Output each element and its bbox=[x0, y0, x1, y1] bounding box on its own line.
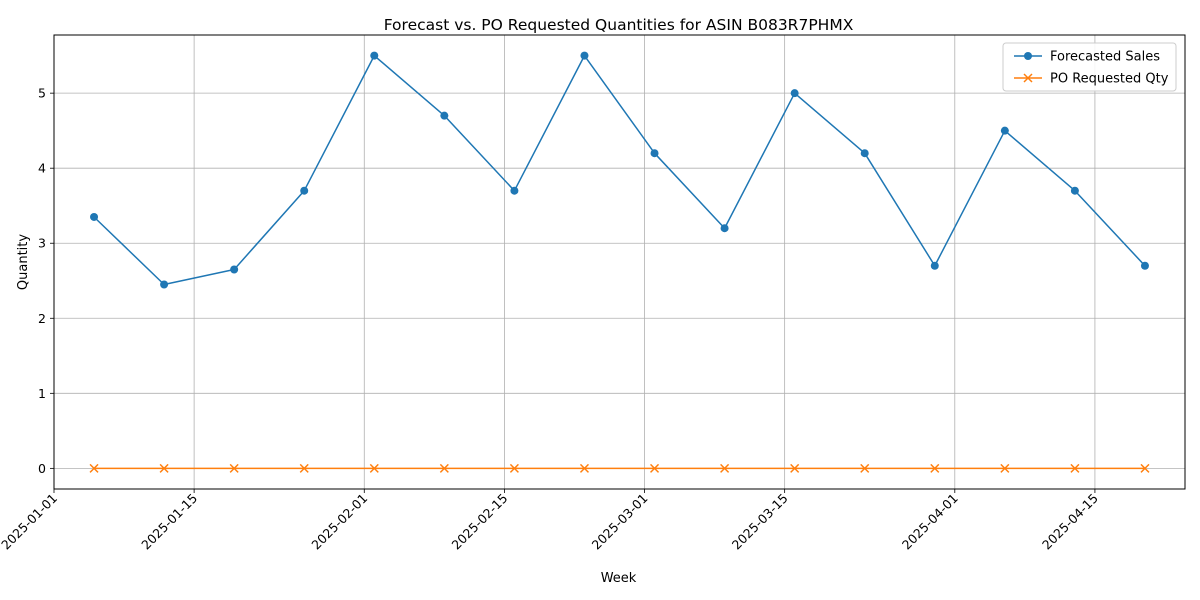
data-point-po-requested-qty bbox=[1070, 463, 1080, 473]
legend: Forecasted Sales PO Requested Qty bbox=[1002, 42, 1177, 92]
data-point-forecasted-sales bbox=[160, 280, 169, 289]
data-point-po-requested-qty bbox=[650, 463, 660, 473]
x-axis-label: Week bbox=[601, 571, 637, 586]
data-point-po-requested-qty bbox=[1140, 463, 1150, 473]
legend-label-forecasted-sales: Forecasted Sales bbox=[1050, 50, 1160, 65]
legend-box bbox=[1002, 42, 1177, 92]
data-point-po-requested-qty bbox=[860, 463, 870, 473]
data-point-po-requested-qty bbox=[720, 463, 730, 473]
data-point-forecasted-sales bbox=[860, 149, 869, 158]
y-axis-label: Quantity bbox=[16, 234, 31, 290]
data-point-po-requested-qty bbox=[229, 463, 239, 473]
y-tick-label: 3 bbox=[38, 236, 46, 251]
series-po-requested-qty bbox=[89, 463, 1150, 473]
data-point-po-requested-qty bbox=[509, 463, 519, 473]
y-tick-label: 4 bbox=[38, 161, 46, 176]
data-point-forecasted-sales bbox=[720, 224, 729, 233]
data-point-forecasted-sales bbox=[1070, 186, 1079, 195]
data-point-forecasted-sales bbox=[930, 261, 939, 270]
legend-label-po-requested-qty: PO Requested Qty bbox=[1050, 72, 1169, 87]
data-point-po-requested-qty bbox=[1000, 463, 1010, 473]
data-point-forecasted-sales bbox=[1000, 126, 1009, 135]
data-point-forecasted-sales bbox=[440, 111, 449, 120]
data-point-forecasted-sales bbox=[650, 149, 659, 158]
data-point-forecasted-sales bbox=[580, 51, 589, 60]
data-point-po-requested-qty bbox=[299, 463, 309, 473]
y-tick-label: 1 bbox=[38, 386, 46, 401]
data-point-po-requested-qty bbox=[159, 463, 169, 473]
data-point-po-requested-qty bbox=[89, 463, 99, 473]
legend-marker-po-requested-qty bbox=[1023, 73, 1033, 83]
y-tick-label: 5 bbox=[38, 86, 46, 101]
series-layer bbox=[89, 51, 1150, 473]
chart-title: Forecast vs. PO Requested Quantities for… bbox=[384, 16, 854, 34]
data-point-po-requested-qty bbox=[439, 463, 449, 473]
series-forecasted-sales bbox=[90, 51, 1149, 289]
y-tick-label: 2 bbox=[38, 311, 46, 326]
data-point-forecasted-sales bbox=[90, 212, 99, 221]
data-point-forecasted-sales bbox=[1140, 261, 1149, 270]
data-point-po-requested-qty bbox=[579, 463, 589, 473]
data-point-forecasted-sales bbox=[510, 186, 519, 195]
data-point-po-requested-qty bbox=[790, 463, 800, 473]
y-tick-label: 0 bbox=[38, 461, 46, 476]
plot-area-frame bbox=[53, 34, 1186, 490]
data-point-forecasted-sales bbox=[370, 51, 379, 60]
data-point-po-requested-qty bbox=[930, 463, 940, 473]
data-point-forecasted-sales bbox=[300, 186, 309, 195]
data-point-po-requested-qty bbox=[369, 463, 379, 473]
legend-marker-forecasted-sales bbox=[1024, 52, 1032, 60]
data-point-forecasted-sales bbox=[230, 265, 239, 274]
series-line-forecasted-sales bbox=[93, 54, 1146, 286]
data-point-forecasted-sales bbox=[790, 89, 799, 98]
